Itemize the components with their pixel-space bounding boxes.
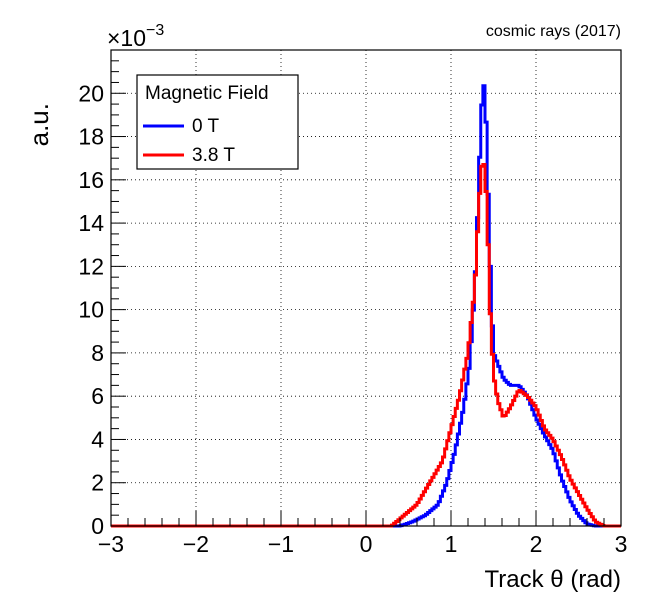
x-axis-label: Track θ (rad): [485, 566, 621, 593]
x-tick-label-1: −2: [183, 531, 209, 557]
x-tick-label-4: 1: [445, 531, 458, 557]
y-tick-label-1: 2: [91, 470, 104, 496]
y-tick-label-3: 6: [91, 383, 104, 409]
x-tick-label-6: 3: [615, 531, 628, 557]
legend-label-0-t: 0 T: [192, 116, 220, 137]
y-axis-label: a.u.: [24, 103, 54, 146]
x-tick-label-2: −1: [268, 531, 294, 557]
x-tick-label-0: −3: [98, 531, 124, 557]
y-tick-label-5: 10: [78, 297, 104, 323]
ticks: [110, 60, 622, 527]
legend-title: Magnetic Field: [145, 83, 269, 104]
y-multiplier-base: ×10: [107, 25, 146, 51]
legend-label-3-8-t: 3.8 T: [192, 145, 235, 166]
y-tick-label-6: 12: [78, 253, 104, 279]
x-tick-label-3: 0: [360, 531, 373, 557]
y-tick-label-4: 8: [91, 340, 104, 366]
y-tick-label-2: 4: [91, 426, 104, 452]
y-tick-label-7: 14: [78, 210, 104, 236]
y-tick-label-9: 18: [78, 124, 104, 150]
y-tick-label-10: 20: [78, 80, 104, 106]
top-right-label: cosmic rays (2017): [486, 23, 621, 40]
x-tick-label-5: 2: [530, 531, 543, 557]
y-multiplier-exponent: −3: [146, 22, 164, 39]
legend: Magnetic Field 0 T 3.8 T: [136, 74, 299, 170]
y-multiplier: ×10−3: [107, 22, 164, 51]
legend-box: [136, 74, 299, 170]
y-tick-label-8: 16: [78, 167, 104, 193]
y-tick-label-0: 0: [91, 513, 104, 539]
